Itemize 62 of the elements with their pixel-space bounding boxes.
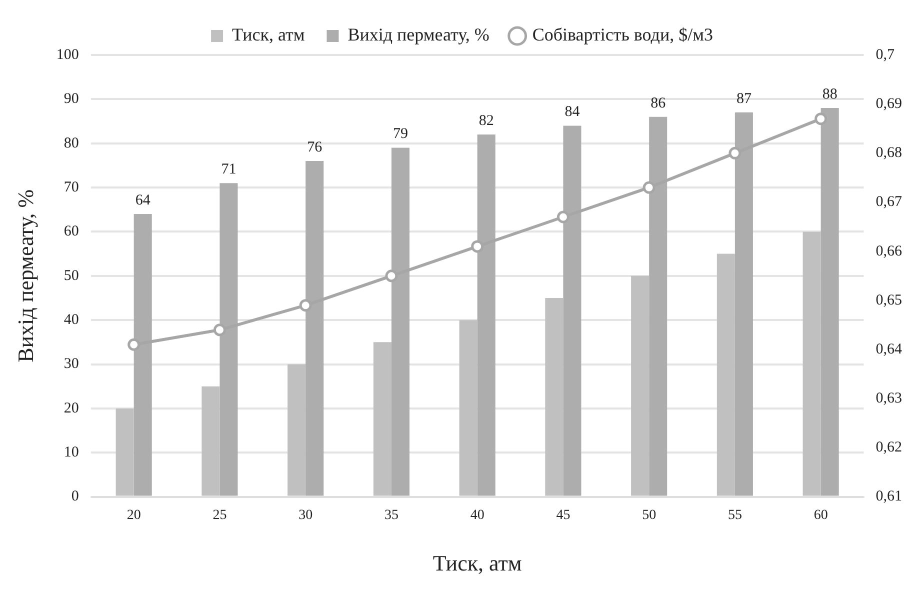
y2-tick-label: 0,68 — [876, 145, 902, 162]
data-label: 64 — [135, 192, 151, 208]
y2-tick-label: 0,66 — [876, 243, 902, 260]
y-tick-label: 10 — [64, 444, 79, 461]
y-tick-label: 70 — [64, 179, 79, 196]
point — [642, 181, 656, 194]
bar — [459, 320, 478, 496]
bar — [202, 386, 220, 496]
legend-label: Вихід пермеату, % — [348, 24, 490, 45]
data-label: 71 — [221, 162, 236, 178]
bar — [288, 364, 306, 496]
point — [128, 338, 140, 351]
point — [556, 210, 570, 224]
y2-tick-label: 0,67 — [876, 194, 902, 210]
y2-tick-label: 0,62 — [876, 440, 902, 456]
y-axis-title: Вихід пермеату, % — [12, 189, 38, 362]
legend-label: Тиск, атм — [232, 24, 305, 45]
y-tick-label: 20 — [64, 400, 79, 416]
x-tick-label: 35 — [384, 508, 398, 523]
y-tick-label: 90 — [64, 91, 79, 108]
bar — [802, 232, 821, 496]
y2-tick-label: 0,61 — [876, 488, 902, 505]
y-tick-label: 0 — [71, 488, 79, 505]
y2-tick-label: 0,69 — [876, 96, 902, 112]
x-tick-label: 30 — [298, 508, 313, 523]
y-tick-label: 40 — [64, 312, 79, 328]
point — [728, 146, 742, 160]
x-tick-label: 45 — [556, 508, 570, 523]
y2-tick-label: 0,7 — [876, 46, 895, 63]
data-label: 84 — [564, 104, 580, 120]
data-label: 88 — [822, 86, 838, 102]
y2-tick-label: 0,64 — [876, 341, 902, 358]
bar — [545, 298, 564, 496]
data-label: 79 — [392, 126, 408, 142]
point — [471, 240, 484, 253]
data-label: 87 — [736, 90, 752, 107]
bar — [373, 342, 392, 496]
point — [385, 270, 398, 282]
bar — [631, 276, 650, 496]
y-tick-label: 100 — [56, 46, 79, 63]
x-tick-label: 55 — [728, 508, 742, 523]
point — [299, 299, 312, 312]
y-tick-label: 80 — [64, 135, 79, 152]
x-tick-label: 40 — [470, 508, 484, 523]
y2-tick-label: 0,65 — [876, 292, 902, 308]
y-tick-label: 30 — [64, 356, 79, 372]
x-tick-label: 20 — [126, 508, 141, 523]
data-label: 76 — [307, 139, 323, 156]
point — [814, 112, 828, 126]
x-tick-label: 60 — [814, 508, 828, 523]
data-label: 86 — [650, 95, 666, 112]
point — [213, 324, 226, 336]
y-tick-label: 60 — [64, 224, 79, 240]
x-axis-title: Тиск, атм — [432, 550, 522, 576]
data-label: 82 — [478, 112, 494, 129]
x-tick-label: 25 — [212, 508, 227, 523]
y-tick-label: 50 — [64, 268, 79, 284]
legend-label: Собівартість води, $/м3 — [532, 24, 713, 45]
bar — [116, 408, 134, 496]
x-tick-label: 50 — [642, 508, 656, 523]
bar — [716, 254, 735, 496]
y2-tick-label: 0,63 — [876, 390, 902, 407]
